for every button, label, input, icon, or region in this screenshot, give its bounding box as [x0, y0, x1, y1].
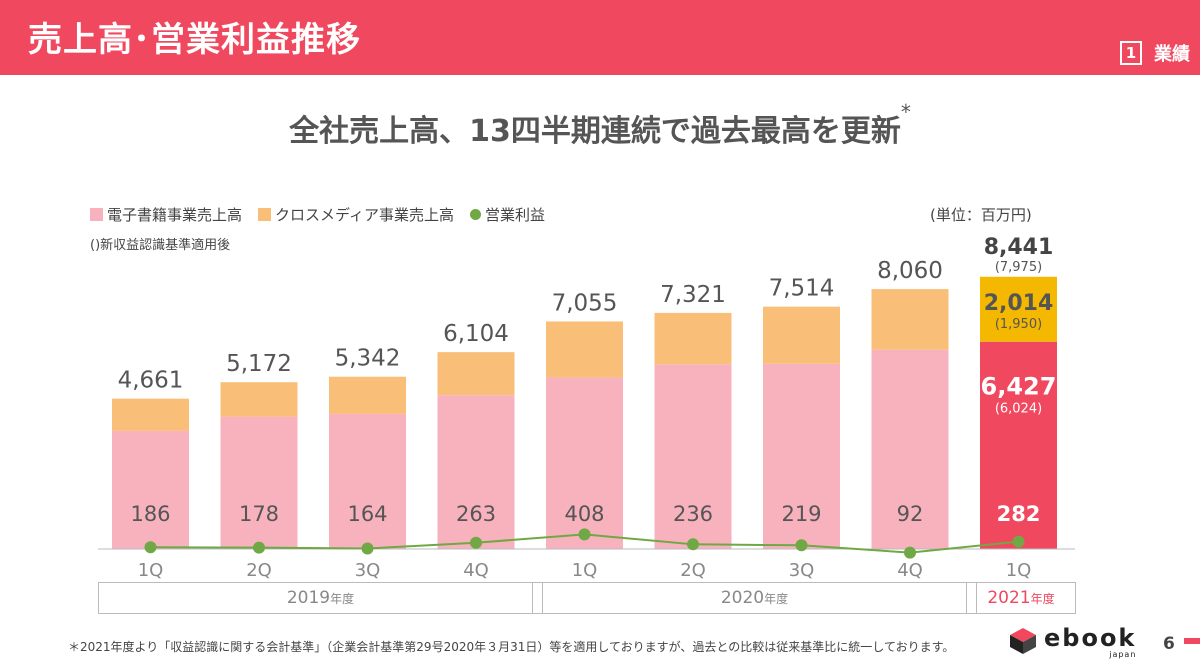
total-label: 7,055: [552, 290, 618, 316]
year-suffix: 年度: [764, 591, 789, 606]
bar-crossmedia: [546, 321, 623, 378]
legend-label-profit: 営業利益: [484, 206, 545, 224]
footnote: ＊2021年度より「収益認識に関する会計基準」（企業会計基準第29号2020年３…: [68, 640, 955, 654]
profit-point: [361, 542, 374, 555]
bar-ebook: [220, 416, 298, 549]
total-label: 7,514: [769, 276, 835, 302]
quarter-label: 3Q: [355, 560, 381, 581]
section-tag: 1 業績: [1120, 40, 1190, 66]
bar-ebook: [112, 430, 189, 549]
profit-point: [470, 536, 482, 549]
total-label: 5,342: [335, 346, 401, 372]
total-label: 5,172: [226, 351, 292, 377]
chart-headline: 全社売上高、13四半期連続で過去最高を更新*: [0, 100, 1200, 150]
profit-point: [795, 539, 808, 552]
profit-label: 282: [997, 502, 1041, 526]
quarter-label: 2Q: [680, 560, 706, 581]
headline-text: 全社売上高、13四半期連続で過去最高を更新: [289, 114, 901, 149]
profit-label: 92: [897, 502, 924, 526]
bar-crossmedia: [437, 352, 515, 396]
quarter-label: 3Q: [789, 560, 815, 581]
bar-crossmedia: [763, 306, 840, 364]
bar-ebook: [763, 363, 840, 549]
crossmedia-old-label: (1,950): [995, 317, 1042, 332]
bar-crossmedia: [871, 289, 949, 350]
accounting-note: ()新収益認識基準適用後: [90, 238, 231, 253]
profit-label: 263: [456, 502, 496, 526]
total-label: 8,441: [984, 235, 1054, 260]
profit-label: 186: [130, 502, 170, 526]
legend-label-ebook: 電子書籍事業売上高: [107, 206, 243, 224]
book-stack-icon: [1010, 628, 1036, 654]
legend-swatch-crossmedia: [258, 208, 272, 221]
bar-crossmedia: [112, 398, 189, 431]
ebook-logo: ebook japan: [1008, 626, 1136, 659]
header-bar: 売上高･営業利益推移 1 業績: [0, 0, 1200, 75]
crossmedia-label: 2,014: [984, 291, 1054, 316]
headline-mark: *: [900, 100, 911, 124]
legend-label-crossmedia: クロスメディア事業売上高: [275, 206, 454, 224]
quarter-label: 4Q: [463, 560, 489, 581]
profit-point: [904, 546, 916, 559]
year-label: 2021: [987, 588, 1031, 608]
profit-point: [253, 541, 265, 554]
legend-item-ebook: 電子書籍事業売上高: [90, 204, 242, 225]
total-label: 4,661: [118, 368, 184, 394]
unit-label: (単位：百万円): [930, 206, 1032, 224]
bar-ebook: [329, 413, 406, 549]
quarter-label: 1Q: [138, 560, 164, 581]
fiscal-year-2021: 2021 年度: [966, 582, 1076, 614]
section-number: 1: [1120, 41, 1142, 65]
quarter-label: 1Q: [1006, 560, 1032, 581]
bar-crossmedia: [980, 276, 1057, 342]
total-label: 7,321: [660, 282, 726, 308]
bar-crossmedia: [220, 382, 298, 417]
page-number: 6: [1163, 634, 1175, 654]
legend-dot-profit: [469, 209, 481, 220]
page-accent-bar: [1184, 638, 1200, 644]
profit-label: 219: [781, 502, 821, 526]
year-suffix: 年度: [330, 591, 355, 606]
total-old-label: (7,975): [995, 260, 1042, 275]
profit-point: [144, 541, 157, 554]
bar-ebook: [980, 341, 1057, 549]
profit-label: 236: [673, 502, 713, 526]
year-label: 2020: [720, 588, 765, 608]
year-label: 2019: [286, 588, 331, 608]
fiscal-year-2019: 2019 年度: [98, 582, 543, 614]
bar-crossmedia: [654, 312, 732, 365]
legend-item-crossmedia: クロスメディア事業売上高: [258, 204, 454, 225]
logo-sub: japan: [1109, 650, 1137, 659]
ebook-old-label: (6,024): [995, 402, 1042, 417]
profit-label: 408: [564, 502, 604, 526]
quarter-label: 4Q: [897, 560, 923, 581]
bar-ebook: [546, 377, 623, 549]
total-label: 6,104: [443, 321, 509, 347]
legend-swatch-ebook: [90, 208, 103, 221]
profit-label: 178: [239, 502, 279, 526]
bar-ebook: [437, 395, 515, 549]
profit-point: [687, 538, 699, 551]
logo-word: ebook: [1044, 624, 1137, 652]
year-suffix: 年度: [1030, 591, 1055, 606]
profit-label: 164: [347, 502, 387, 526]
chart-legend: 電子書籍事業売上高 クロスメディア事業売上高 営業利益: [90, 204, 545, 225]
section-label: 業績: [1154, 44, 1190, 65]
quarter-label: 2Q: [246, 560, 272, 581]
bar-crossmedia: [329, 376, 406, 414]
legend-item-profit: 営業利益: [469, 204, 545, 225]
fiscal-year-2020: 2020 年度: [532, 582, 977, 614]
quarter-label: 1Q: [572, 560, 598, 581]
bar-ebook: [871, 349, 949, 549]
total-label: 8,060: [877, 258, 943, 284]
profit-point: [578, 528, 591, 541]
profit-point: [1012, 535, 1025, 548]
page-title: 売上高･営業利益推移: [28, 20, 361, 60]
bar-ebook: [654, 364, 732, 549]
ebook-label: 6,427: [981, 373, 1057, 401]
